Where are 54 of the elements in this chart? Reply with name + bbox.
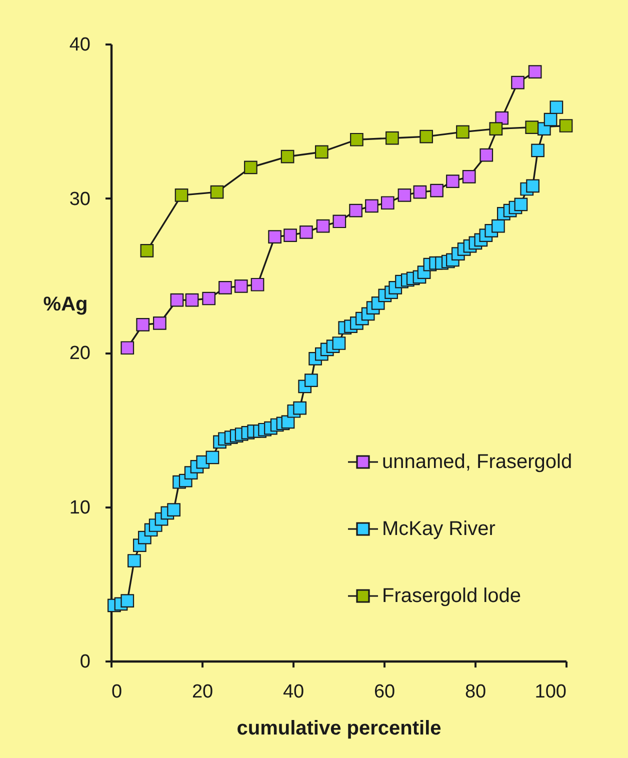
point xyxy=(413,185,427,199)
point xyxy=(511,76,524,90)
point xyxy=(280,150,294,164)
point xyxy=(525,120,539,134)
point xyxy=(202,292,216,306)
legend-label: Frasergold lode xyxy=(382,585,521,607)
point xyxy=(170,293,184,307)
point xyxy=(174,188,188,202)
point xyxy=(489,122,503,136)
point xyxy=(218,281,232,294)
point xyxy=(332,214,346,228)
point xyxy=(350,132,364,146)
point xyxy=(456,125,470,139)
point xyxy=(185,293,199,307)
point xyxy=(420,130,433,144)
y-tick-label: 20 xyxy=(69,343,90,364)
point xyxy=(314,145,328,159)
point xyxy=(120,341,134,355)
point xyxy=(386,131,399,145)
x-tick-label: 60 xyxy=(374,682,396,702)
y-tick-label: 30 xyxy=(69,188,90,210)
point xyxy=(250,278,264,292)
point xyxy=(462,170,476,184)
point xyxy=(430,184,444,198)
point xyxy=(446,174,460,188)
y-tick-label: 40 xyxy=(69,34,90,56)
point xyxy=(234,280,248,293)
y-tick-label: 10 xyxy=(69,497,90,518)
point xyxy=(140,244,154,258)
point xyxy=(398,188,412,202)
point xyxy=(210,185,224,199)
legend-label: McKay River xyxy=(382,518,496,540)
y-axis-title: %Ag xyxy=(43,294,88,316)
point xyxy=(268,230,282,244)
point xyxy=(300,226,313,239)
point xyxy=(480,148,494,162)
x-tick-label: 100 xyxy=(534,682,566,702)
point xyxy=(528,65,542,78)
x-tick-label: 80 xyxy=(464,682,486,702)
x-tick-label: 0 xyxy=(112,682,122,702)
point xyxy=(136,318,150,332)
x-tick-label: 40 xyxy=(282,682,304,702)
x-tick-label: 20 xyxy=(192,682,214,702)
point xyxy=(284,228,297,242)
point xyxy=(244,160,258,174)
x-axis-title: cumulative percentile xyxy=(236,718,442,740)
y-tick-label: 0 xyxy=(80,652,90,672)
legend-label: unnamed, Frasergold xyxy=(382,451,572,473)
point xyxy=(559,119,573,132)
point xyxy=(153,316,166,330)
point xyxy=(365,199,378,213)
point xyxy=(349,204,362,218)
point xyxy=(380,196,394,210)
point xyxy=(316,219,330,233)
